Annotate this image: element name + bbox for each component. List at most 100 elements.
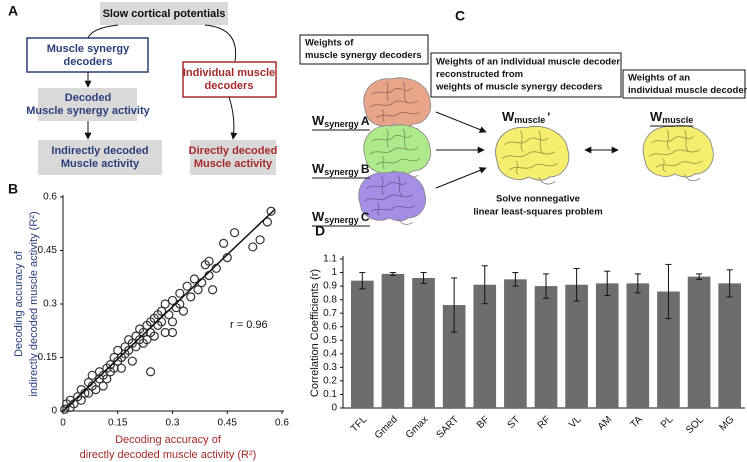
node-text: Decoded (65, 92, 111, 104)
node-box (190, 140, 276, 175)
y-axis-label: Correlation Coefficients (r) (309, 269, 321, 397)
x-tick-label: Gmax (404, 414, 431, 441)
box-text: weights of muscle synergy decoders (435, 82, 602, 93)
x-tick-label: BF (475, 414, 492, 431)
text-box (299, 34, 429, 65)
node-text: Muscle synergy (47, 43, 130, 55)
y-axis-label-line: Decoding accuracy of (13, 250, 25, 357)
node-text: Slow cortical potentials (103, 8, 226, 20)
text-box (430, 52, 622, 98)
box-text: reconstructed from (436, 69, 523, 80)
error-bar (726, 269, 733, 298)
node-text: Indirectly decoded (51, 145, 148, 157)
x-tick-label: AM (596, 414, 614, 432)
connector (87, 24, 119, 39)
data-point (255, 235, 265, 245)
x-tick-label: TA (629, 414, 646, 431)
y-tick-label: 0 (51, 406, 57, 417)
data-point (167, 327, 178, 338)
weight-symbol: W (502, 109, 515, 124)
bar (626, 283, 650, 408)
error-bar (512, 272, 519, 287)
node-text: Muscle synergy activity (26, 105, 150, 117)
arrow (435, 167, 487, 189)
weight-suffix: C (361, 210, 370, 224)
node-text: decoders (64, 56, 113, 68)
error-bar (634, 273, 641, 294)
bar (350, 280, 374, 408)
data-point (189, 274, 199, 284)
x-tick-label: Gmed (373, 414, 400, 441)
weight-symbol: W (312, 113, 325, 128)
data-point (266, 206, 276, 216)
x-tick-label: 0 (60, 418, 66, 429)
weight-suffix: ' (547, 110, 550, 124)
weight-suffix: B (361, 162, 370, 176)
error-bar (573, 267, 580, 302)
weight-subscript: synergy (324, 119, 359, 129)
connector (204, 24, 237, 62)
fit-line (62, 208, 276, 412)
weight-label: Wmuscle (650, 109, 693, 125)
node-text: Muscle activity (61, 158, 140, 170)
data-point (262, 217, 272, 227)
weight-subscript: muscle (514, 115, 545, 125)
data-point (83, 388, 94, 398)
brain (363, 124, 432, 178)
weight-symbol: W (650, 109, 663, 124)
data-point (156, 306, 167, 316)
x-tick-label: MG (718, 414, 737, 433)
y-tick-label: 0.4 (323, 348, 337, 359)
brain (363, 77, 432, 131)
y-tick-label: 0.45 (38, 245, 58, 256)
y-tick-label: 0.5 (323, 335, 337, 346)
data-point (102, 374, 112, 384)
node-text: Individual muscle (183, 67, 275, 79)
arrow (435, 111, 487, 133)
x-tick-label: ST (506, 414, 523, 431)
weight-subscript: muscle (662, 115, 693, 125)
y-tick-label: 0.9 (323, 281, 337, 292)
y-tick-label: 0.3 (43, 299, 57, 310)
bar (442, 305, 466, 408)
box-text: Weights of an (628, 73, 690, 84)
data-point (167, 295, 178, 306)
bar (565, 284, 588, 408)
box-text: muscle synergy decoders (305, 50, 422, 61)
data-point (60, 404, 70, 414)
y-axis-label-text: Correlation Coefficients (r) (309, 269, 321, 397)
box-text: Weights of (305, 38, 354, 49)
data-point (138, 327, 148, 338)
error-bar (696, 273, 703, 280)
weight-label: Wsynergy A (312, 113, 370, 129)
y-tick-label: 0.15 (38, 352, 58, 363)
data-point (109, 363, 119, 373)
x-tick-label: PL (659, 414, 676, 431)
data-point (127, 356, 137, 366)
weight-symbol: W (312, 209, 325, 224)
panel-label: D (315, 223, 325, 239)
x-tick-label: SART (435, 414, 462, 441)
panel-label: C (455, 8, 465, 24)
bar (595, 283, 619, 408)
data-point (149, 331, 159, 341)
data-point (131, 342, 141, 352)
data-point (167, 317, 178, 327)
weight-symbol: W (312, 161, 325, 176)
data-point (76, 395, 86, 405)
node-box (26, 37, 149, 73)
x-tick-label: RF (536, 414, 553, 431)
data-point (178, 306, 189, 316)
note-text: linear least-squares problem (473, 207, 602, 218)
weight-label: Wmuscle ' (502, 109, 550, 125)
x-axis-label: Decoding accuracy of (115, 434, 222, 446)
data-point (193, 285, 203, 295)
data-point (160, 327, 170, 338)
annotation: r = 0.96 (230, 319, 268, 331)
note-text: Solve nonnegative (496, 194, 580, 205)
bar (381, 273, 405, 408)
weight-label: Wsynergy C (312, 209, 370, 225)
x-tick-label: 0.3 (166, 418, 180, 429)
x-tick-label: 0.15 (108, 418, 128, 429)
